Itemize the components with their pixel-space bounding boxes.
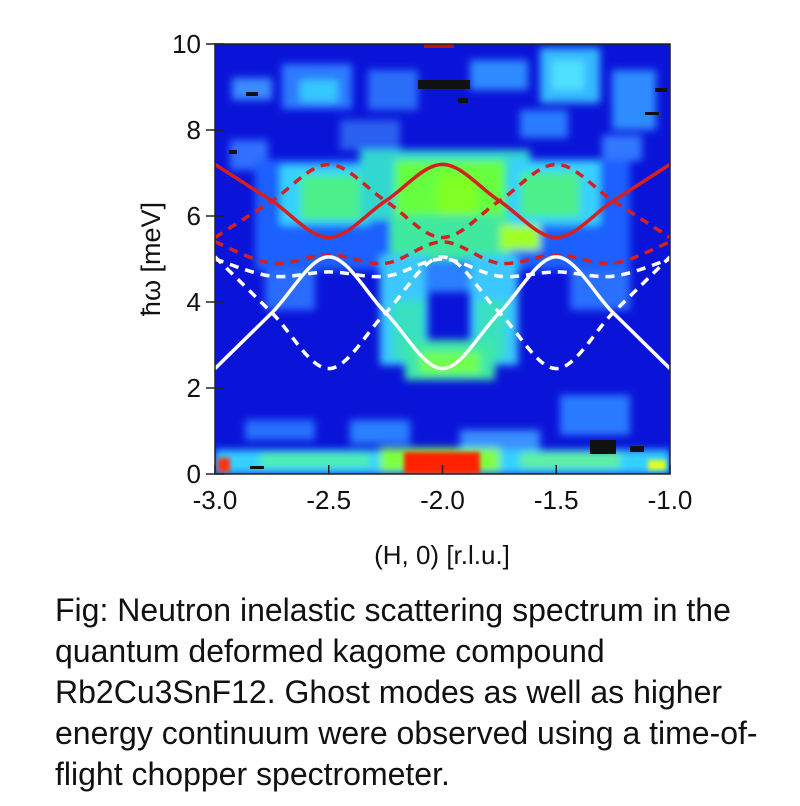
y-tick-label: 10	[172, 29, 201, 59]
x-tick-label: -2.0	[420, 485, 465, 515]
curve-4	[215, 255, 670, 371]
x-tick-label: -1.0	[648, 485, 693, 515]
axis-ticks: -3.0 -2.5 -2.0 -1.5 -1.0 0 2 4 6 8 10	[172, 29, 692, 515]
heatmap	[215, 44, 670, 474]
curve-2	[215, 240, 670, 266]
dispersion-curves	[215, 162, 670, 371]
figure-caption: Fig: Neutron inelastic scattering spectr…	[55, 592, 758, 792]
spectrum-chart: -3.0 -2.5 -2.0 -1.5 -1.0 0 2 4 6 8 10 (H, 0) [r.l.…	[136, 29, 692, 570]
x-tick-label: -2.5	[306, 485, 351, 515]
y-tick-label: 4	[187, 287, 201, 317]
curve-3	[215, 255, 670, 371]
x-axis-label: (H, 0) [r.l.u.]	[374, 540, 510, 570]
curve-0	[215, 162, 670, 240]
y-tick-label: 0	[187, 459, 201, 489]
y-tick-label: 8	[187, 115, 201, 145]
y-axis-label: ħω [meV]	[136, 202, 166, 316]
curve-1	[215, 162, 670, 240]
curve-5	[215, 257, 670, 279]
x-tick-label: -3.0	[193, 485, 238, 515]
y-tick-label: 2	[187, 373, 201, 403]
x-tick-label: -1.5	[534, 485, 579, 515]
y-tick-label: 6	[187, 201, 201, 231]
